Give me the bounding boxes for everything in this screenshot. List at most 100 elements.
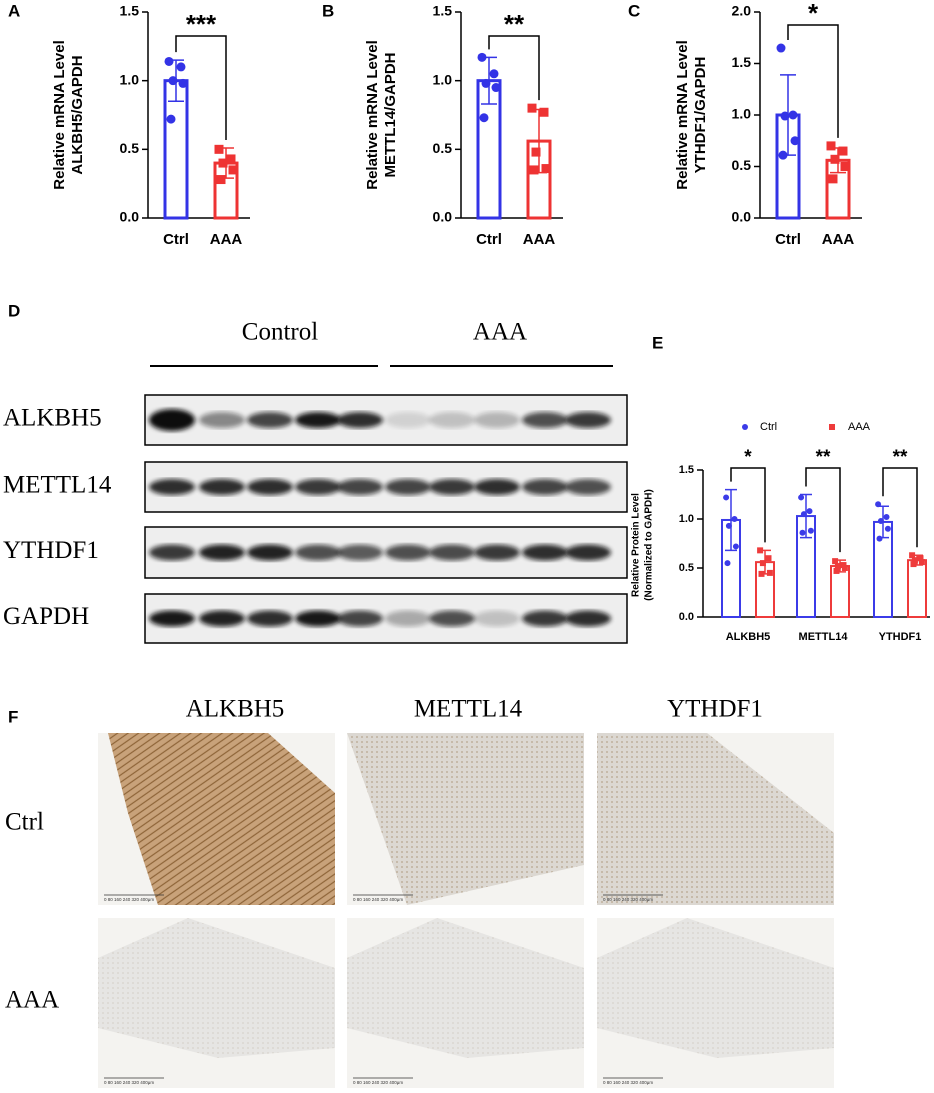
ihc-row-label: AAA xyxy=(5,987,59,1014)
blot-band xyxy=(565,610,611,627)
data-point xyxy=(539,107,549,117)
blot-band xyxy=(295,479,341,495)
significance-label: ** xyxy=(893,447,908,468)
blot-band xyxy=(429,610,475,627)
y-axis-title: Relative mRNA Level xyxy=(674,40,691,190)
x-tick-label: AAA xyxy=(523,231,556,248)
data-point xyxy=(529,165,539,175)
blot-band xyxy=(149,409,195,431)
blot-band xyxy=(337,610,383,627)
y-tick-label: 1.5 xyxy=(433,3,453,19)
data-point xyxy=(759,560,766,567)
blot-band xyxy=(149,544,195,561)
y-tick-label: 0.0 xyxy=(433,209,453,225)
data-point xyxy=(778,150,788,160)
data-point xyxy=(798,494,805,501)
blot-band xyxy=(337,412,383,428)
scale-bar-label: 0 80 160 240 320 400μm xyxy=(603,1080,653,1085)
blot-band xyxy=(199,610,245,627)
blot-band xyxy=(565,544,611,561)
significance-bracket xyxy=(787,24,839,138)
y-tick-label: 0.5 xyxy=(433,140,453,156)
data-point xyxy=(834,563,841,570)
data-point xyxy=(732,543,739,550)
data-point xyxy=(166,114,176,124)
y-tick-label: 1.5 xyxy=(679,464,694,476)
y-axis-title: Relative Protein Level xyxy=(631,493,642,597)
data-point xyxy=(830,154,840,164)
data-point xyxy=(757,547,764,554)
data-point xyxy=(541,164,551,174)
blot-band xyxy=(565,412,611,428)
blot-protein-label: METTL14 xyxy=(3,472,112,499)
blot-band xyxy=(522,412,568,428)
y-tick-label: 0.0 xyxy=(120,209,140,225)
data-point xyxy=(766,569,773,576)
data-point xyxy=(742,424,748,430)
y-axis-title: Relative mRNA Level xyxy=(364,40,381,190)
blot-protein-label: ALKBH5 xyxy=(3,405,102,432)
data-point xyxy=(489,69,499,79)
y-axis-title: (Normalized to GAPDH) xyxy=(644,489,655,601)
blot-band xyxy=(295,610,341,627)
data-point xyxy=(799,529,806,536)
blot-band xyxy=(385,412,431,428)
data-point xyxy=(918,559,925,566)
y-tick-label: 1.0 xyxy=(433,71,453,87)
data-point xyxy=(877,517,884,524)
ihc-tissue xyxy=(347,918,584,1058)
blot-band xyxy=(337,479,383,495)
significance-bracket xyxy=(882,467,918,548)
data-point xyxy=(481,78,491,88)
scale-bar-label: 0 80 160 240 320 400μm xyxy=(104,1080,154,1085)
blot-band xyxy=(295,544,341,561)
data-point xyxy=(176,62,186,72)
x-tick-label: Ctrl xyxy=(476,231,502,248)
y-axis-title: ALKBH5/GAPDH xyxy=(69,55,86,174)
significance-label: * xyxy=(744,447,752,468)
blot-band xyxy=(385,544,431,561)
ihc-tissue xyxy=(347,733,584,905)
data-point xyxy=(228,165,238,175)
data-point xyxy=(883,514,890,521)
blot-band xyxy=(385,479,431,495)
blot-band xyxy=(565,479,611,495)
data-point xyxy=(909,552,916,559)
data-point xyxy=(218,158,228,168)
data-point xyxy=(216,175,226,185)
x-tick-label: AAA xyxy=(822,231,855,248)
x-tick-label: Ctrl xyxy=(775,231,801,248)
blot-band xyxy=(295,412,341,428)
ihc-image: 0 80 160 240 320 400μm xyxy=(597,733,834,905)
data-point xyxy=(838,146,848,156)
blot-band xyxy=(247,479,293,495)
y-tick-label: 0.5 xyxy=(732,157,752,173)
error-bar xyxy=(725,488,737,552)
y-axis-title: YTHDF1/GAPDH xyxy=(692,57,709,174)
blot-band xyxy=(522,544,568,561)
ihc-column-label: ALKBH5 xyxy=(186,696,285,723)
data-point xyxy=(723,494,730,501)
panel-letter: C xyxy=(628,1,640,20)
ihc-row-label: Ctrl xyxy=(5,809,44,836)
blot-band xyxy=(429,479,475,495)
bar xyxy=(907,559,927,618)
data-point xyxy=(164,56,174,66)
panel-letter: D xyxy=(8,301,20,320)
x-tick-label: ALKBH5 xyxy=(726,631,771,643)
scale-bar-label: 0 80 160 240 320 400μm xyxy=(603,897,653,902)
ihc-tissue xyxy=(98,918,335,1058)
data-point xyxy=(531,147,541,157)
x-tick-label: YTHDF1 xyxy=(879,631,922,643)
significance-bracket xyxy=(488,35,540,101)
data-point xyxy=(765,555,772,562)
panel-letter: B xyxy=(322,1,334,20)
blot-protein-label: GAPDH xyxy=(3,603,89,630)
ihc-tissue xyxy=(108,733,335,905)
y-tick-label: 0.5 xyxy=(679,562,694,574)
y-tick-label: 1.0 xyxy=(120,71,140,87)
blot-band xyxy=(474,412,520,428)
ihc-tissue xyxy=(597,918,834,1058)
legend-label: AAA xyxy=(848,421,871,433)
